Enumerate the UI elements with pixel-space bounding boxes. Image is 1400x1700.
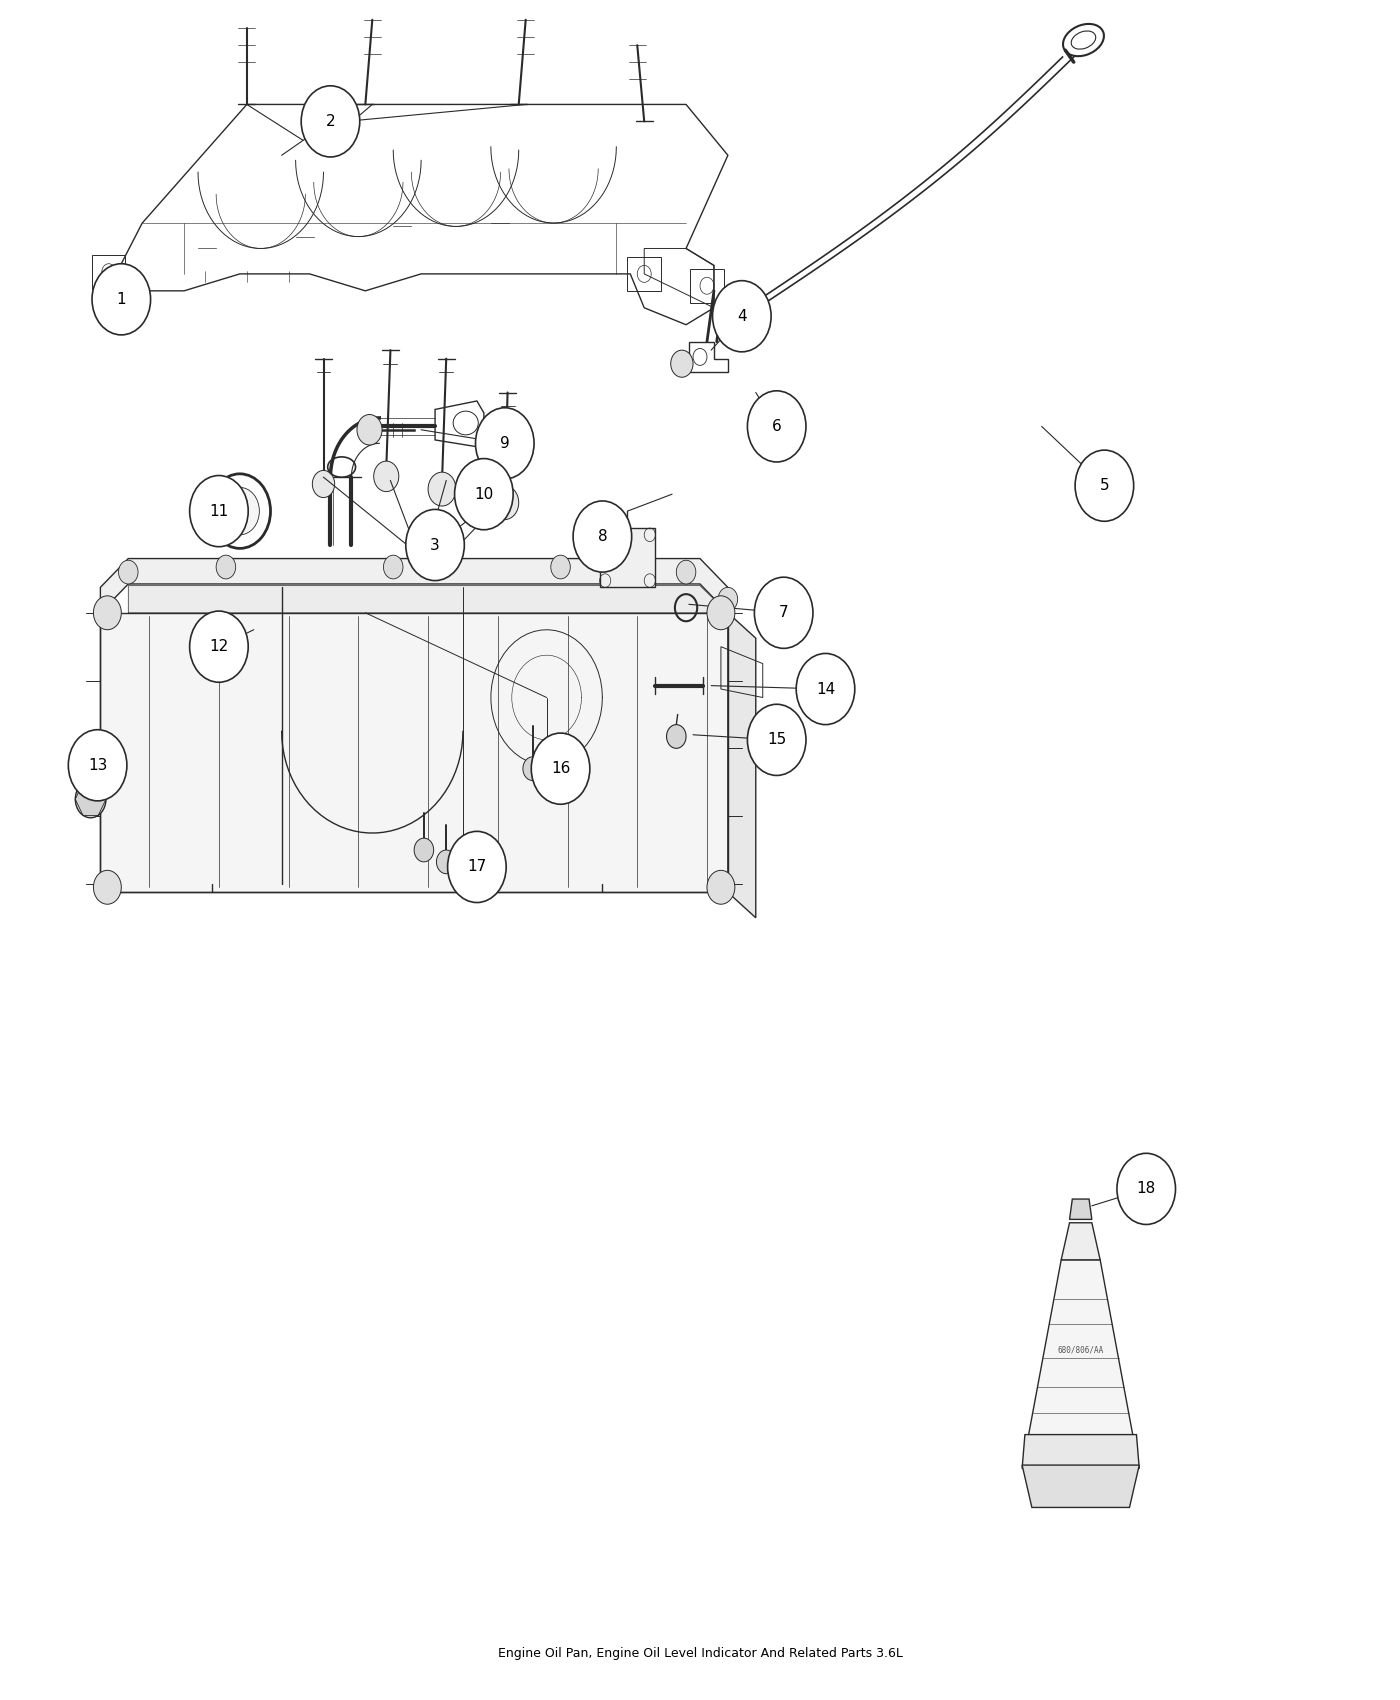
Text: 2: 2 [326,114,335,129]
Text: 13: 13 [88,758,108,774]
Circle shape [748,704,806,775]
Text: 11: 11 [209,503,228,518]
Circle shape [676,561,696,585]
Text: 10: 10 [475,486,493,501]
Circle shape [312,471,335,498]
Text: Engine Oil Pan, Engine Oil Level Indicator And Related Parts 3.6L: Engine Oil Pan, Engine Oil Level Indicat… [497,1647,903,1659]
Text: 15: 15 [767,733,787,748]
Circle shape [357,415,382,445]
Polygon shape [129,586,728,612]
Circle shape [543,770,563,794]
Polygon shape [101,612,728,892]
Circle shape [707,595,735,629]
Text: 12: 12 [209,639,228,655]
Text: 1: 1 [116,292,126,306]
Circle shape [524,756,542,780]
Text: 3: 3 [430,537,440,553]
Polygon shape [1022,1465,1140,1508]
Circle shape [119,561,139,585]
Circle shape [707,870,735,904]
Circle shape [550,556,570,580]
Circle shape [491,486,519,520]
Circle shape [301,85,360,156]
Polygon shape [728,612,756,918]
Circle shape [797,653,855,724]
Text: 14: 14 [816,682,836,697]
Circle shape [414,838,434,862]
Text: 8: 8 [598,529,608,544]
Circle shape [671,350,693,377]
Polygon shape [1022,1435,1140,1469]
Polygon shape [1070,1198,1092,1219]
Circle shape [748,391,806,462]
Circle shape [1075,450,1134,522]
Circle shape [666,724,686,748]
Circle shape [189,476,248,547]
FancyBboxPatch shape [599,529,655,588]
Polygon shape [1028,1260,1134,1440]
Circle shape [384,556,403,580]
Circle shape [755,578,813,648]
Circle shape [476,408,533,479]
Circle shape [718,588,738,610]
Circle shape [220,488,259,536]
Circle shape [374,461,399,491]
Text: 16: 16 [550,762,570,777]
Circle shape [216,556,235,580]
Polygon shape [101,559,728,612]
Circle shape [76,780,106,818]
Text: 5: 5 [1099,478,1109,493]
Circle shape [69,729,127,801]
Circle shape [455,459,514,530]
Circle shape [94,870,122,904]
Polygon shape [1061,1222,1100,1260]
Circle shape [573,502,631,573]
Circle shape [1117,1153,1176,1224]
Text: 17: 17 [468,860,487,874]
Text: 6: 6 [771,418,781,434]
Text: 9: 9 [500,435,510,450]
Circle shape [406,510,465,581]
Text: 18: 18 [1137,1182,1156,1197]
Circle shape [92,264,151,335]
Circle shape [437,850,456,874]
Text: 680/806/AA: 680/806/AA [1057,1345,1103,1355]
Text: 4: 4 [736,309,746,323]
Circle shape [428,473,456,507]
Circle shape [448,831,507,903]
Circle shape [189,610,248,682]
Circle shape [531,733,589,804]
Text: 7: 7 [778,605,788,620]
Circle shape [713,280,771,352]
Circle shape [94,595,122,629]
